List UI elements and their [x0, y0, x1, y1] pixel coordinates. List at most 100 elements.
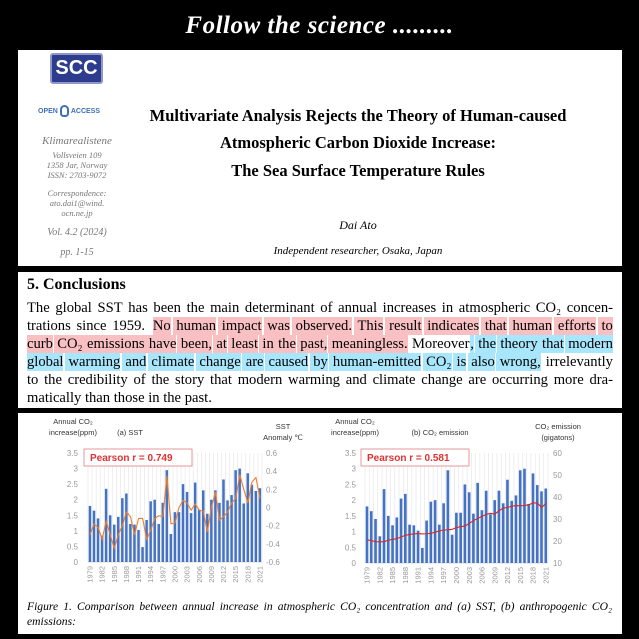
paper-title-line: Multivariate Analysis Rejects the Theory… — [149, 106, 567, 125]
bar — [226, 500, 229, 562]
highlighted-text-red: impact — [218, 317, 262, 335]
access-label: ACCESS — [70, 107, 101, 115]
bar — [100, 535, 104, 562]
highlighted-text-red: emissions — [83, 335, 145, 353]
y-tick-label: 2 — [74, 496, 79, 505]
bar — [416, 530, 420, 563]
paragraph-text: the — [182, 300, 205, 316]
x-tick-label: 1979 — [363, 567, 372, 584]
section-heading: 5. Conclusions — [27, 276, 126, 293]
paragraph-text: and — [342, 372, 367, 388]
bar — [378, 536, 382, 563]
affiliation: Independent researcher, Osaka, Japan — [273, 245, 443, 257]
bar — [125, 493, 128, 562]
figure-charts: 0 0.5 1 1.5 2 2.5 3 3.5 -0.6 -0.4 -0.2 0 0.2 0.4 0.6 19… — [49, 417, 581, 584]
highlighted-text-blue: wrong, — [496, 353, 541, 371]
correspondence-label: Correspondence: — [47, 188, 107, 198]
bar — [472, 513, 475, 563]
x-tick-label: 1991 — [414, 567, 423, 584]
paragraph-text: CO₂ — [532, 300, 562, 316]
bar — [459, 512, 462, 563]
paragraph-text: increases — [379, 300, 437, 316]
paragraph-text: past. — [181, 390, 212, 406]
highlighted-text-red: have — [145, 335, 177, 353]
y2-tick-label: -0.2 — [266, 522, 280, 531]
y2-tick-label: 40 — [553, 493, 562, 502]
y2-axis-title: CO₂ emission — [535, 422, 581, 431]
bar — [129, 524, 132, 562]
series-line — [367, 502, 547, 543]
x-tick-label: 2018 — [529, 567, 538, 584]
bar — [254, 490, 258, 562]
bar — [463, 484, 467, 563]
y2-tick-label: 50 — [553, 471, 562, 480]
bar — [421, 547, 424, 563]
x-tick-label: 2006 — [478, 567, 487, 584]
y-tick-label: 3 — [352, 465, 357, 474]
bar — [544, 488, 548, 563]
x-tick-label: 1994 — [426, 567, 435, 584]
email-line[interactable]: ato.dai1@wind. — [49, 198, 105, 208]
y-tick-label: 1.5 — [67, 511, 79, 520]
bar — [514, 495, 518, 563]
y2-tick-label: 0.4 — [266, 467, 278, 476]
paragraph-line: matically than those in the past. — [27, 389, 613, 407]
x-tick-label: 2000 — [452, 567, 461, 584]
paragraph-line: trations since 1959. No human impact was… — [27, 317, 613, 335]
bar — [161, 502, 165, 562]
bar — [137, 529, 140, 562]
paragraph-text: climate — [368, 372, 416, 388]
paragraph-text: to — [27, 372, 39, 388]
bar — [206, 513, 209, 562]
x-tick-label: 1985 — [388, 567, 397, 584]
paragraph-text: credibility — [64, 372, 128, 388]
bar — [506, 479, 509, 563]
y2-tick-label: 0.6 — [266, 449, 278, 458]
highlighted-text-red: result — [385, 317, 422, 335]
email-line[interactable]: ocn.ne.jp — [61, 208, 93, 218]
paper-title-line: Atmospheric Carbon Dioxide Increase: — [219, 133, 497, 152]
y-tick-label: 0 — [352, 559, 357, 568]
figure-panel: 0 0.5 1 1.5 2 2.5 3 3.5 -0.6 -0.4 -0.2 0 0.2 0.4 0.6 19… — [18, 413, 622, 634]
x-tick-label: 2000 — [171, 566, 180, 583]
bar — [230, 495, 233, 562]
bar — [157, 524, 160, 562]
author: Dai Ato — [339, 218, 377, 232]
bar — [117, 516, 120, 562]
paragraph-text: occurring — [488, 372, 548, 388]
y-tick-label: 2.5 — [345, 480, 357, 489]
x-tick-label: 2015 — [231, 566, 240, 583]
open-access-badge: OPEN ACCESS — [38, 105, 100, 117]
highlighted-text-red: been, — [177, 335, 213, 353]
volume: Vol. 4.2 (2024) — [47, 227, 107, 238]
bar — [404, 493, 407, 563]
paragraph-text: than — [81, 390, 111, 406]
y-axis-title: Annual CO₂ — [335, 417, 375, 426]
bar — [446, 470, 450, 563]
highlighted-text-blue: caused — [264, 353, 309, 371]
bar — [455, 512, 458, 563]
highlighted-text-red: least — [227, 335, 259, 353]
bar — [92, 510, 96, 562]
bar — [510, 500, 514, 563]
x-tick-label: 2009 — [207, 566, 216, 583]
bar — [202, 490, 205, 562]
bar — [527, 503, 531, 563]
highlighted-text-red: was — [263, 317, 290, 335]
bar — [540, 491, 543, 563]
paragraph-text: warming — [284, 372, 340, 388]
address-line: Vollsveien 109 — [52, 150, 102, 160]
highlighted-text-red: efforts — [554, 317, 596, 335]
x-tick-label: 1979 — [86, 566, 95, 583]
highlighted-text-red: No — [152, 317, 171, 335]
bar — [374, 519, 377, 563]
chart-title: (b) CO₂ emission — [411, 428, 468, 437]
y-tick-label: 3.5 — [345, 449, 357, 458]
x-tick-label: 1991 — [134, 566, 143, 583]
paragraph-text: in — [438, 300, 454, 316]
paragraph-text: in — [144, 390, 160, 406]
paragraph-text: concen- — [563, 300, 613, 316]
bar — [222, 479, 225, 562]
banner-title: Follow the science ......... — [185, 12, 454, 39]
paragraph-text: modern — [234, 372, 283, 388]
